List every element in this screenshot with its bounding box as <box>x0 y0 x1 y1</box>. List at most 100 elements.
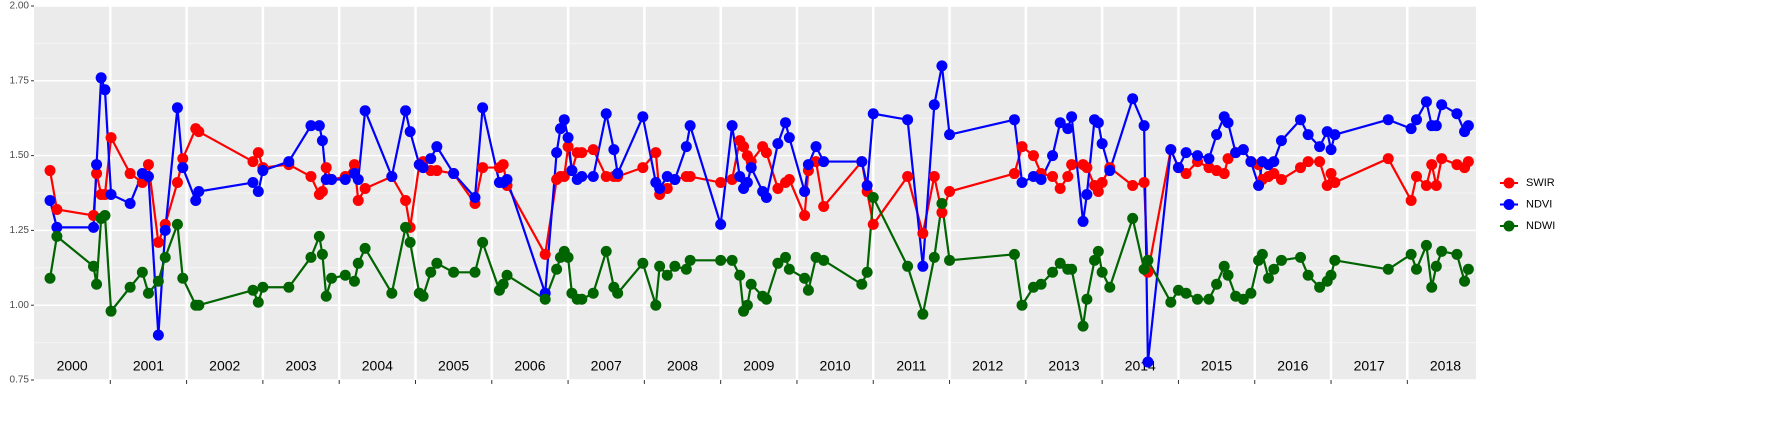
point <box>1016 299 1028 311</box>
point <box>477 102 489 114</box>
point <box>1325 168 1337 180</box>
point <box>124 168 136 180</box>
point <box>91 278 103 290</box>
point <box>818 254 830 266</box>
point <box>417 162 429 174</box>
point <box>1256 248 1268 260</box>
point <box>124 197 136 209</box>
point <box>760 191 772 203</box>
point <box>726 254 738 266</box>
point <box>339 174 351 186</box>
point <box>936 197 948 209</box>
point <box>637 111 649 123</box>
point <box>88 260 100 272</box>
point <box>1430 260 1442 272</box>
point <box>1268 263 1280 275</box>
point <box>1047 150 1059 162</box>
point <box>558 171 570 183</box>
point <box>772 257 784 269</box>
point <box>1203 153 1215 165</box>
year-label: 2001 <box>133 358 164 374</box>
point <box>818 156 830 168</box>
point <box>861 180 873 192</box>
year-label: 2000 <box>57 358 88 374</box>
point <box>1081 293 1093 305</box>
point <box>305 120 317 132</box>
point <box>313 230 325 242</box>
point <box>1092 186 1104 198</box>
point <box>51 221 63 233</box>
point <box>1203 293 1215 305</box>
point <box>1462 120 1474 132</box>
point <box>1054 183 1066 195</box>
year-label: 2008 <box>667 358 698 374</box>
point <box>316 135 328 147</box>
point <box>1192 293 1204 305</box>
point <box>944 186 956 198</box>
point <box>562 251 574 263</box>
point <box>1295 162 1307 174</box>
point <box>1302 269 1314 281</box>
point <box>1054 117 1066 129</box>
point <box>1436 99 1448 111</box>
point <box>320 162 332 174</box>
point <box>738 141 750 153</box>
point <box>1382 114 1394 126</box>
point <box>91 168 103 180</box>
point <box>1077 320 1089 332</box>
point <box>856 278 868 290</box>
point <box>867 191 879 203</box>
point <box>554 123 566 135</box>
point <box>193 186 205 198</box>
point <box>780 251 792 263</box>
point <box>600 108 612 120</box>
point <box>902 114 914 126</box>
year-label: 2010 <box>820 358 851 374</box>
y-tick-label: 1.25 <box>10 225 30 236</box>
point <box>566 165 578 177</box>
point <box>944 254 956 266</box>
point <box>783 263 795 275</box>
point <box>124 281 136 293</box>
point <box>1325 144 1337 156</box>
point <box>1426 159 1438 171</box>
point <box>715 218 727 230</box>
point <box>1420 96 1432 108</box>
point <box>105 188 117 200</box>
point <box>1142 356 1154 368</box>
point <box>359 183 371 195</box>
point <box>1104 165 1116 177</box>
point <box>316 248 328 260</box>
point <box>654 183 666 195</box>
point <box>1275 174 1287 186</box>
point <box>741 299 753 311</box>
point <box>105 132 117 144</box>
point <box>810 141 822 153</box>
point <box>404 126 416 138</box>
point <box>684 254 696 266</box>
point <box>734 269 746 281</box>
point <box>1410 171 1422 183</box>
point <box>802 284 814 296</box>
point <box>1420 239 1432 251</box>
point <box>1180 168 1192 180</box>
point <box>497 278 509 290</box>
point <box>1262 272 1274 284</box>
point <box>1295 114 1307 126</box>
point <box>760 293 772 305</box>
point <box>1268 168 1280 180</box>
point <box>477 236 489 248</box>
year-label: 2006 <box>514 358 545 374</box>
point <box>867 108 879 120</box>
point <box>783 132 795 144</box>
point <box>1314 156 1326 168</box>
point <box>818 200 830 212</box>
point <box>861 266 873 278</box>
point <box>1066 111 1078 123</box>
point <box>1436 153 1448 165</box>
point <box>928 171 940 183</box>
point <box>171 102 183 114</box>
point <box>88 221 100 233</box>
point <box>501 269 513 281</box>
